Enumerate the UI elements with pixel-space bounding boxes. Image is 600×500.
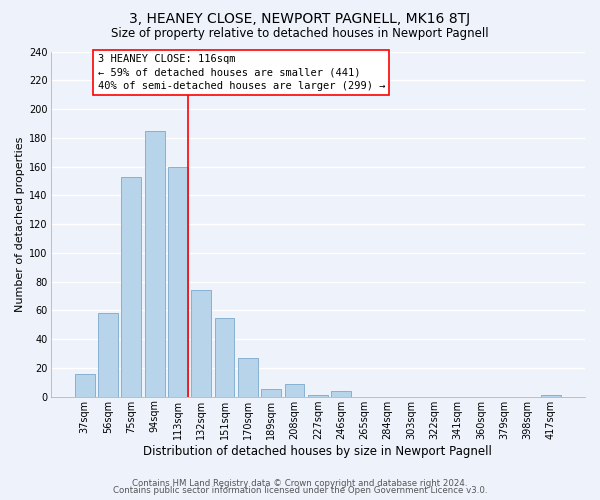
Bar xyxy=(284,384,304,396)
Bar xyxy=(121,176,141,396)
Text: Contains HM Land Registry data © Crown copyright and database right 2024.: Contains HM Land Registry data © Crown c… xyxy=(132,478,468,488)
Text: Size of property relative to detached houses in Newport Pagnell: Size of property relative to detached ho… xyxy=(111,28,489,40)
Text: 3, HEANEY CLOSE, NEWPORT PAGNELL, MK16 8TJ: 3, HEANEY CLOSE, NEWPORT PAGNELL, MK16 8… xyxy=(130,12,470,26)
Bar xyxy=(261,390,281,396)
Text: 3 HEANEY CLOSE: 116sqm
← 59% of detached houses are smaller (441)
40% of semi-de: 3 HEANEY CLOSE: 116sqm ← 59% of detached… xyxy=(98,54,385,91)
Bar xyxy=(215,318,235,396)
Y-axis label: Number of detached properties: Number of detached properties xyxy=(15,136,25,312)
Bar xyxy=(98,314,118,396)
Bar xyxy=(168,166,188,396)
Bar xyxy=(75,374,95,396)
Bar xyxy=(238,358,258,397)
Bar xyxy=(191,290,211,397)
X-axis label: Distribution of detached houses by size in Newport Pagnell: Distribution of detached houses by size … xyxy=(143,444,492,458)
Bar xyxy=(308,395,328,396)
Bar xyxy=(331,391,351,396)
Bar xyxy=(541,395,561,396)
Text: Contains public sector information licensed under the Open Government Licence v3: Contains public sector information licen… xyxy=(113,486,487,495)
Bar xyxy=(145,130,164,396)
